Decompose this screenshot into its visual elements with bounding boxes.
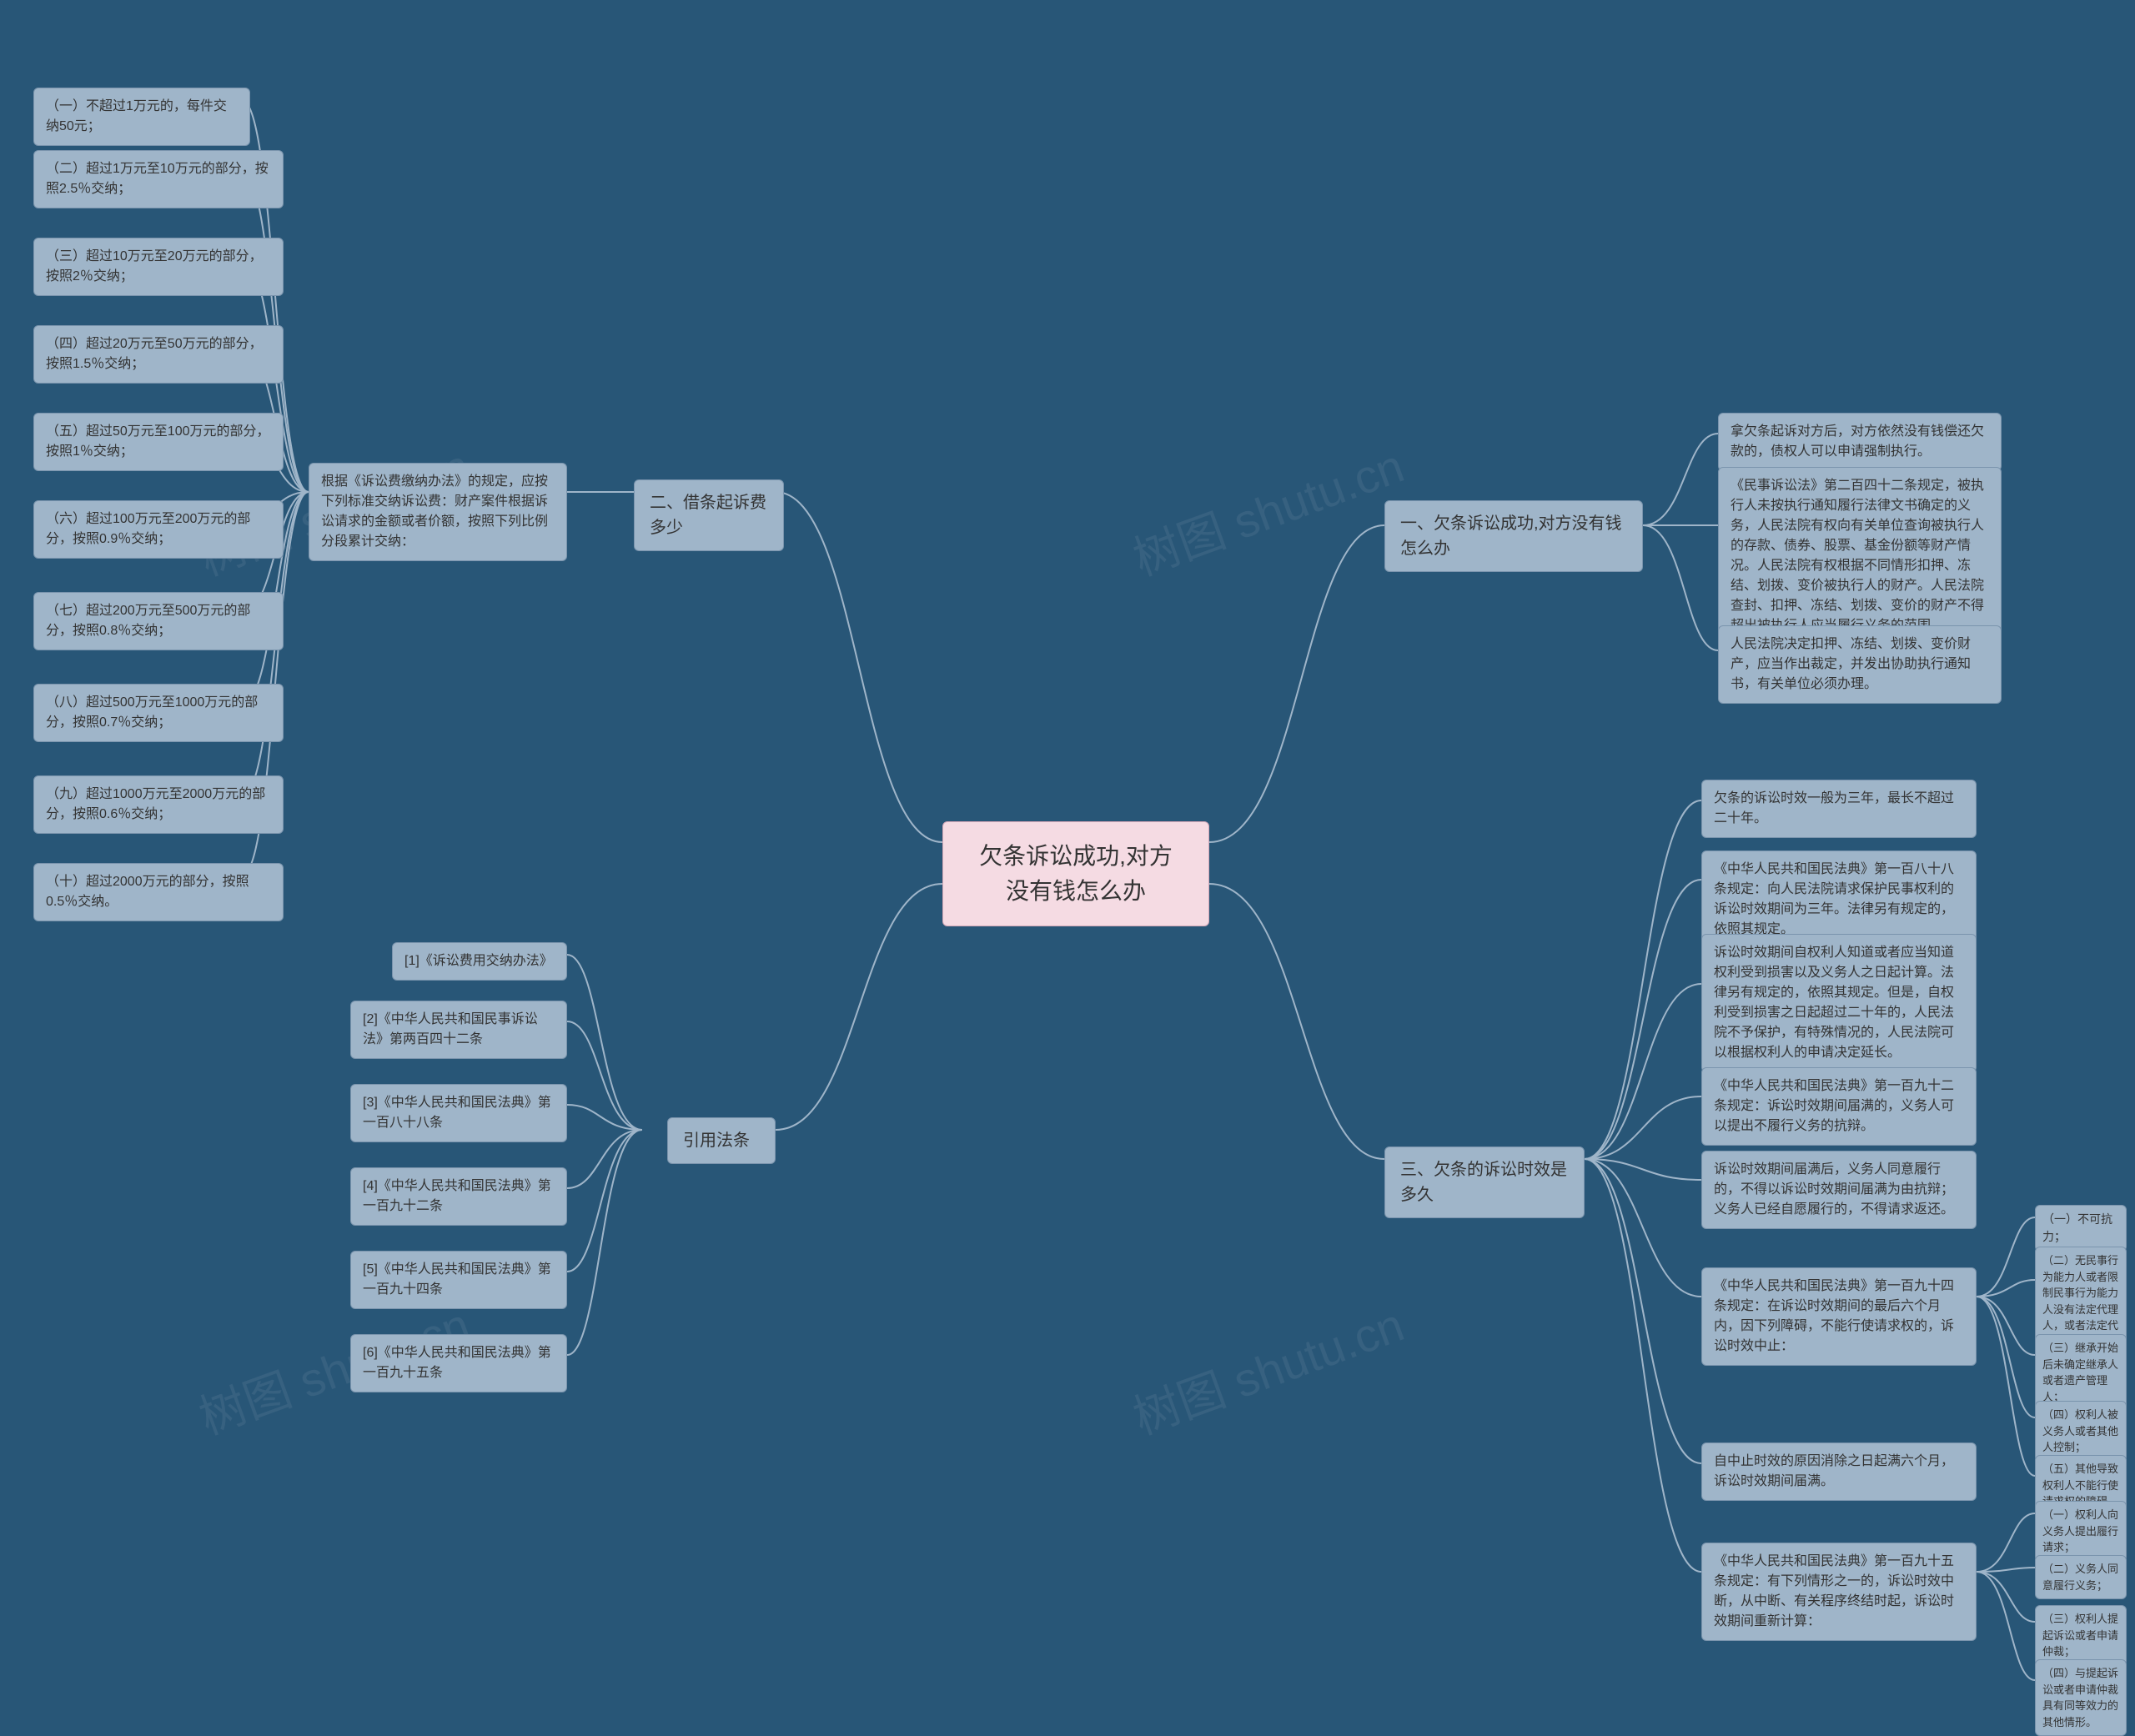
branch-3-item[interactable]: 《中华人民共和国民法典》第一百九十二条规定：诉讼时效期间届满的，义务人可以提出不… xyxy=(1701,1067,1977,1146)
branch-2-item[interactable]: （十）超过2000万元的部分，按照0.5％交纳。 xyxy=(33,863,284,921)
branch-4-item[interactable]: [6]《中华人民共和国民法典》第一百九十五条 xyxy=(350,1334,567,1392)
branch-3-sub195[interactable]: （四）与提起诉讼或者申请仲裁具有同等效力的其他情形。 xyxy=(2035,1659,2127,1736)
branch-3[interactable]: 三、欠条的诉讼时效是多久 xyxy=(1384,1146,1585,1218)
watermark: 树图 shutu.cn xyxy=(1123,429,1412,589)
branch-4-item[interactable]: [3]《中华人民共和国民法典》第一百八十八条 xyxy=(350,1084,567,1142)
branch-2-item[interactable]: （三）超过10万元至20万元的部分，按照2％交纳； xyxy=(33,238,284,296)
branch-3-sub195[interactable]: （一）权利人向义务人提出履行请求； xyxy=(2035,1501,2127,1562)
branch-2-item[interactable]: （八）超过500万元至1000万元的部分，按照0.7％交纳； xyxy=(33,684,284,742)
branch-4-item[interactable]: [1]《诉讼费用交纳办法》 xyxy=(392,942,567,981)
branch-1-item[interactable]: 《民事诉讼法》第二百四十二条规定，被执行人未按执行通知履行法律文书确定的义务，人… xyxy=(1718,467,2002,645)
branch-3-item[interactable]: 诉讼时效期间届满后，义务人同意履行的，不得以诉讼时效期间届满为由抗辩；义务人已经… xyxy=(1701,1151,1977,1229)
branch-3-item[interactable]: 自中止时效的原因消除之日起满六个月，诉讼时效期间届满。 xyxy=(1701,1442,1977,1501)
branch-4-item[interactable]: [5]《中华人民共和国民法典》第一百九十四条 xyxy=(350,1251,567,1309)
branch-3-sub194[interactable]: （三）继承开始后未确定继承人或者遗产管理人； xyxy=(2035,1334,2127,1411)
branch-2-intro[interactable]: 根据《诉讼费缴纳办法》的规定，应按下列标准交纳诉讼费：财产案件根据诉讼请求的金额… xyxy=(309,463,567,561)
branch-3-item[interactable]: 欠条的诉讼时效一般为三年，最长不超过二十年。 xyxy=(1701,780,1977,838)
branch-3-item[interactable]: 《中华人民共和国民法典》第一百九十五条规定：有下列情形之一的，诉讼时效中断，从中… xyxy=(1701,1543,1977,1641)
watermark: 树图 shutu.cn xyxy=(1123,1287,1412,1448)
branch-2[interactable]: 二、借条起诉费多少 xyxy=(634,479,784,551)
branch-3-sub195[interactable]: （三）权利人提起诉讼或者申请仲裁； xyxy=(2035,1605,2127,1666)
branch-3-item[interactable]: 《中华人民共和国民法典》第一百九十四条规定：在诉讼时效期间的最后六个月内，因下列… xyxy=(1701,1267,1977,1366)
branch-2-item[interactable]: （七）超过200万元至500万元的部分，按照0.8％交纳； xyxy=(33,592,284,650)
branch-2-item[interactable]: （六）超过100万元至200万元的部分，按照0.9％交纳； xyxy=(33,500,284,559)
branch-2-item[interactable]: （九）超过1000万元至2000万元的部分，按照0.6％交纳； xyxy=(33,775,284,834)
branch-3-sub194[interactable]: （四）权利人被义务人或者其他人控制； xyxy=(2035,1401,2127,1462)
branch-4[interactable]: 引用法条 xyxy=(667,1117,776,1164)
branch-2-item[interactable]: （四）超过20万元至50万元的部分，按照1.5％交纳； xyxy=(33,325,284,384)
branch-3-sub195[interactable]: （二）义务人同意履行义务； xyxy=(2035,1555,2127,1599)
branch-3-item[interactable]: 诉讼时效期间自权利人知道或者应当知道权利受到损害以及义务人之日起计算。法律另有规… xyxy=(1701,934,1977,1072)
branch-2-item[interactable]: （二）超过1万元至10万元的部分，按照2.5％交纳； xyxy=(33,150,284,208)
branch-1-item[interactable]: 拿欠条起诉对方后，对方依然没有钱偿还欠款的，债权人可以申请强制执行。 xyxy=(1718,413,2002,471)
branch-4-item[interactable]: [2]《中华人民共和国民事诉讼法》第两百四十二条 xyxy=(350,1001,567,1059)
branch-4-item[interactable]: [4]《中华人民共和国民法典》第一百九十二条 xyxy=(350,1167,567,1226)
branch-2-item[interactable]: （一）不超过1万元的，每件交纳50元； xyxy=(33,88,250,146)
branch-2-item[interactable]: （五）超过50万元至100万元的部分，按照1％交纳； xyxy=(33,413,284,471)
branch-1-item[interactable]: 人民法院决定扣押、冻结、划拨、变价财产，应当作出裁定，并发出协助执行通知书，有关… xyxy=(1718,625,2002,704)
branch-1[interactable]: 一、欠条诉讼成功,对方没有钱怎么办 xyxy=(1384,500,1643,572)
branch-3-sub194[interactable]: （一）不可抗力； xyxy=(2035,1205,2127,1252)
center-topic[interactable]: 欠条诉讼成功,对方没有钱怎么办 xyxy=(942,821,1209,926)
